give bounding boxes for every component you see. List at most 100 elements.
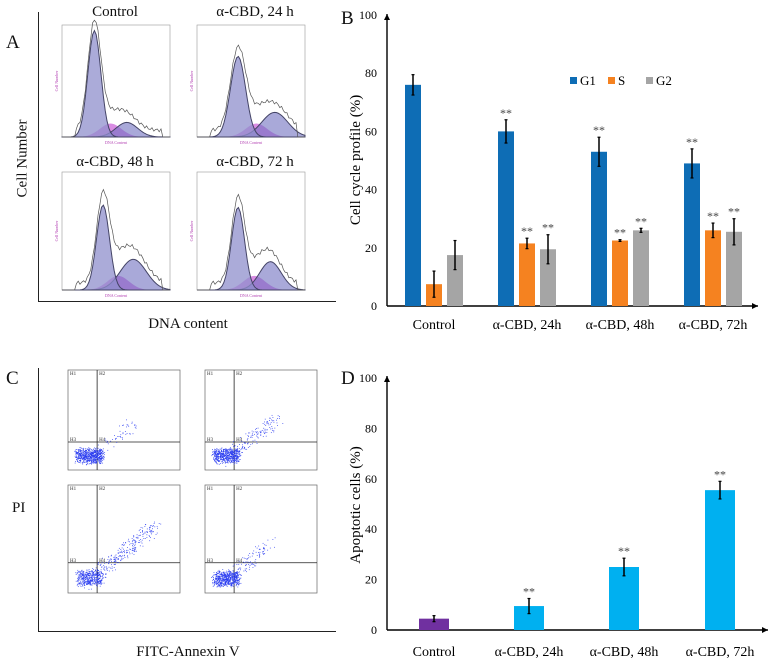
scatter-event: [88, 569, 90, 571]
scatter-event: [238, 574, 239, 576]
scatter-event: [94, 462, 96, 464]
scatter-event: [241, 563, 243, 565]
scatter-event: [230, 577, 232, 579]
scatter-event: [214, 583, 216, 585]
scatter-event: [249, 565, 251, 566]
scatter-event: [232, 458, 233, 460]
scatter-event: [92, 571, 94, 573]
scatter-event: [238, 455, 240, 457]
scatter-event: [220, 582, 222, 584]
scatter-event: [120, 437, 122, 438]
scatter-event: [224, 448, 226, 450]
scatter-event: [149, 527, 151, 529]
scatter-event: [236, 458, 238, 460]
scatter-event: [130, 433, 131, 435]
scatter-event: [127, 549, 129, 551]
scatter-event: [234, 577, 236, 579]
scatter-event: [230, 460, 232, 462]
scatter-event: [256, 433, 258, 435]
scatter-event: [222, 453, 224, 454]
scatter-event: [240, 577, 242, 579]
scatter-event: [81, 584, 83, 585]
scatter-event: [214, 578, 216, 579]
significance-mark: **: [523, 585, 535, 599]
scatter-event: [273, 421, 275, 423]
scatter-event: [213, 458, 215, 459]
scatter-event: [226, 585, 228, 587]
scatter-event: [237, 582, 239, 584]
scatter-event: [120, 559, 122, 561]
scatter-event: [219, 584, 220, 586]
scatter-event: [229, 452, 231, 454]
scatter-event: [232, 449, 234, 451]
scatter-event: [126, 551, 128, 553]
scatter-event: [119, 430, 121, 432]
scatter-event: [117, 436, 119, 437]
scatter-event: [244, 446, 246, 448]
scatter-event: [251, 432, 253, 434]
scatter-event: [131, 538, 133, 539]
scatter-event: [219, 582, 221, 584]
scatter-event: [215, 454, 216, 456]
scatter-event: [212, 575, 213, 577]
scatter-event: [237, 575, 239, 577]
scatter-event: [245, 442, 246, 444]
scatter-event: [222, 448, 224, 450]
scatter-event: [252, 443, 253, 445]
scatter-event: [262, 552, 264, 554]
scatter-event: [232, 572, 234, 574]
scatter-event: [129, 553, 131, 555]
scatter-event: [231, 456, 233, 458]
scatter-event: [227, 460, 229, 462]
scatter-event: [86, 448, 88, 450]
scatter-event: [237, 458, 239, 459]
scatter-event: [93, 572, 95, 574]
scatter-event: [77, 583, 79, 585]
scatter-event: [240, 575, 242, 576]
scatter-event: [87, 459, 89, 461]
scatter-event: [225, 576, 227, 578]
scatter-event: [221, 585, 223, 587]
scatter-event: [219, 583, 221, 585]
scatter-event: [87, 579, 88, 581]
scatter-event: [78, 454, 80, 456]
scatter-event: [266, 423, 268, 425]
scatter-event: [149, 531, 151, 532]
scatter-event: [99, 572, 101, 574]
scatter-event: [222, 460, 223, 462]
scatter-event: [244, 442, 245, 444]
scatter-event: [82, 574, 83, 576]
scatter-event: [227, 573, 229, 575]
histogram-frame: [61, 24, 171, 138]
scatter-event: [218, 584, 220, 586]
scatter-event: [249, 556, 251, 558]
scatter-event: [241, 448, 243, 450]
scatter-event: [224, 579, 225, 581]
y-tick-label: 100: [359, 371, 377, 385]
quadrant-label: H3: [207, 438, 214, 443]
scatter-event: [234, 564, 235, 566]
scatter-event: [235, 576, 237, 578]
scatter-event: [213, 452, 215, 454]
scatter-event: [129, 548, 131, 550]
scatter-event: [83, 452, 85, 454]
scatter-event: [78, 582, 80, 584]
scatter-event: [100, 453, 101, 455]
scatter-event: [83, 575, 85, 577]
scatter-event: [102, 448, 104, 450]
scatter-event: [269, 417, 271, 419]
scatter-event: [76, 457, 78, 459]
scatter-event: [225, 581, 227, 583]
significance-mark: **: [728, 205, 740, 219]
scatter-event: [235, 578, 237, 580]
scatter-event: [271, 427, 273, 429]
scatter-event: [248, 569, 250, 571]
scatter-event: [218, 572, 219, 574]
scatter-event: [229, 580, 231, 582]
scatter-event: [237, 450, 238, 452]
scatter-event: [218, 584, 220, 586]
scatter-event: [229, 453, 231, 455]
scatter-event: [89, 459, 91, 461]
scatter-event: [262, 542, 264, 544]
